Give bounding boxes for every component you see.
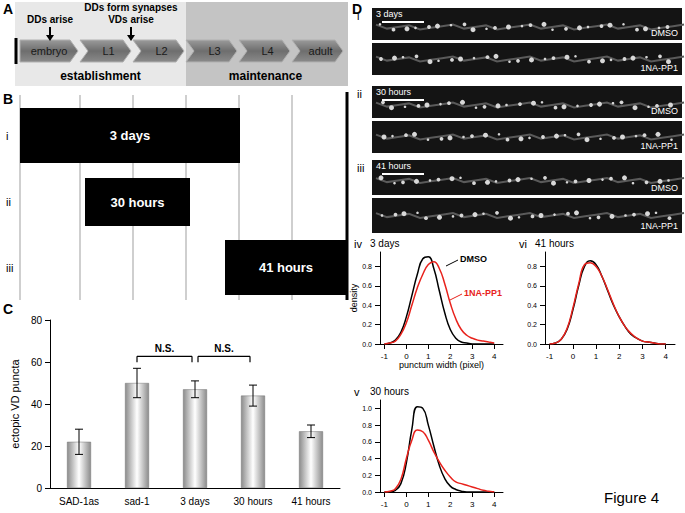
- svg-text:0.8: 0.8: [362, 263, 372, 270]
- svg-text:L1: L1: [102, 45, 114, 57]
- svg-text:0.6: 0.6: [362, 282, 372, 289]
- svg-text:4: 4: [492, 352, 497, 361]
- svg-text:1: 1: [426, 500, 431, 509]
- svg-text:0: 0: [404, 352, 409, 361]
- svg-text:0.0: 0.0: [527, 341, 537, 348]
- svg-text:1.0: 1.0: [362, 405, 372, 412]
- svg-text:41 hours: 41 hours: [292, 496, 331, 507]
- svg-text:0.2: 0.2: [362, 321, 372, 328]
- svg-text:DMSO: DMSO: [651, 183, 678, 193]
- svg-text:ii: ii: [357, 88, 362, 100]
- svg-text:1NA-PP1: 1NA-PP1: [640, 221, 678, 231]
- svg-text:0.4: 0.4: [362, 302, 372, 309]
- svg-text:-1: -1: [381, 352, 389, 361]
- svg-text:L2: L2: [155, 45, 167, 57]
- svg-text:2: 2: [448, 500, 453, 509]
- svg-text:2: 2: [617, 352, 622, 361]
- svg-text:DMSO: DMSO: [651, 106, 678, 116]
- svg-text:N.S.: N.S.: [214, 343, 234, 354]
- svg-text:0.0: 0.0: [362, 341, 372, 348]
- svg-text:40: 40: [31, 399, 43, 410]
- svg-text:3 days: 3 days: [370, 238, 399, 249]
- svg-text:1: 1: [594, 352, 599, 361]
- svg-text:3: 3: [640, 352, 645, 361]
- svg-text:Figure 4: Figure 4: [604, 489, 659, 506]
- svg-text:0.8: 0.8: [362, 422, 372, 429]
- svg-text:0: 0: [571, 352, 576, 361]
- svg-text:60: 60: [31, 357, 43, 368]
- svg-text:vi: vi: [519, 238, 527, 250]
- svg-text:L3: L3: [208, 45, 220, 57]
- svg-text:0.2: 0.2: [362, 472, 372, 479]
- svg-text:80: 80: [31, 315, 43, 326]
- svg-text:punctum width (pixel): punctum width (pixel): [399, 360, 484, 370]
- svg-text:iii: iii: [357, 162, 364, 174]
- svg-text:3: 3: [470, 352, 475, 361]
- svg-text:1: 1: [426, 352, 431, 361]
- svg-text:0.6: 0.6: [362, 438, 372, 445]
- svg-text:C: C: [3, 301, 13, 317]
- svg-text:30 hours: 30 hours: [376, 87, 412, 97]
- svg-text:v: v: [354, 386, 360, 398]
- svg-text:41 hours: 41 hours: [535, 238, 574, 249]
- svg-text:embryo: embryo: [31, 45, 68, 57]
- svg-text:0.4: 0.4: [527, 302, 537, 309]
- svg-text:i: i: [357, 10, 359, 22]
- svg-text:DDs form synapses: DDs form synapses: [84, 2, 178, 13]
- svg-text:41 hours: 41 hours: [376, 161, 412, 171]
- svg-text:DMSO: DMSO: [460, 254, 487, 264]
- svg-text:adult: adult: [309, 45, 333, 57]
- svg-text:0: 0: [36, 483, 42, 494]
- svg-text:i: i: [6, 130, 8, 142]
- svg-text:L4: L4: [261, 45, 273, 57]
- svg-text:3 days: 3 days: [180, 496, 209, 507]
- svg-text:establishment: establishment: [60, 69, 141, 83]
- svg-text:iv: iv: [354, 238, 362, 250]
- svg-text:sad-1: sad-1: [124, 496, 149, 507]
- svg-text:iii: iii: [6, 262, 13, 274]
- svg-text:30 hours: 30 hours: [234, 496, 273, 507]
- svg-text:A: A: [3, 1, 13, 17]
- svg-text:-1: -1: [546, 352, 554, 361]
- svg-text:3 days: 3 days: [376, 9, 403, 19]
- svg-text:DDs arise: DDs arise: [27, 14, 74, 25]
- svg-text:B: B: [3, 91, 13, 107]
- svg-text:-1: -1: [381, 500, 389, 509]
- svg-text:4: 4: [663, 352, 668, 361]
- svg-text:3 days: 3 days: [110, 128, 150, 143]
- svg-text:3: 3: [470, 500, 475, 509]
- svg-text:maintenance: maintenance: [229, 69, 303, 83]
- svg-text:41 hours: 41 hours: [259, 260, 313, 275]
- svg-text:1NA-PP1: 1NA-PP1: [640, 63, 678, 73]
- svg-text:1NA-PP1: 1NA-PP1: [640, 141, 678, 151]
- svg-text:D: D: [352, 1, 363, 17]
- svg-text:N.S.: N.S.: [155, 343, 175, 354]
- svg-text:0.8: 0.8: [527, 263, 537, 270]
- svg-text:0.2: 0.2: [527, 321, 537, 328]
- svg-text:2: 2: [448, 352, 453, 361]
- svg-text:DMSO: DMSO: [651, 28, 678, 38]
- svg-text:ii: ii: [6, 196, 11, 208]
- svg-text:0.6: 0.6: [527, 282, 537, 289]
- svg-text:0.0: 0.0: [362, 489, 372, 496]
- svg-text:0.4: 0.4: [362, 455, 372, 462]
- svg-text:SAD-1as: SAD-1as: [59, 496, 99, 507]
- svg-text:VDs arise: VDs arise: [108, 14, 154, 25]
- svg-text:30 hours: 30 hours: [370, 386, 409, 397]
- svg-text:20: 20: [31, 441, 43, 452]
- svg-text:1NA-PP1: 1NA-PP1: [464, 288, 502, 298]
- svg-text:30 hours: 30 hours: [110, 195, 164, 210]
- svg-text:4: 4: [492, 500, 497, 509]
- svg-text:ectopic VD puncta: ectopic VD puncta: [9, 358, 21, 448]
- svg-text:0: 0: [404, 500, 409, 509]
- svg-text:density: density: [349, 283, 359, 312]
